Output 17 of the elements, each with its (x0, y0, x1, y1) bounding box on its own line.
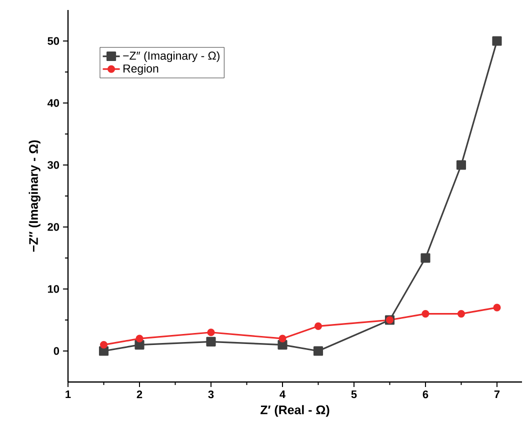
y-tick-label: 20 (48, 223, 60, 231)
x-tick-label: 3 (208, 390, 214, 398)
y-axis-title: −Z″ (Imaginary - Ω) (28, 140, 40, 252)
x-axis-title: Z′ (Real - Ω) (260, 405, 330, 417)
x-tick-label: 1 (66, 390, 71, 398)
x-tick-label: 4 (280, 390, 286, 398)
y-tick-label: 10 (48, 285, 60, 293)
y-tick-label: 40 (47, 99, 60, 107)
x-tick-label: 6 (422, 390, 428, 398)
x-tick-label: 5 (351, 390, 357, 398)
legend-label: Region (124, 64, 158, 75)
x-tick-label: 2 (136, 390, 142, 398)
y-tick-label: 0 (54, 347, 60, 355)
y-tick-label: 50 (48, 37, 60, 45)
legend-label: −Z″ (Imaginary - Ω) (123, 51, 220, 62)
x-tick-label: 7 (494, 390, 500, 398)
y-tick-label: 30 (48, 161, 60, 169)
